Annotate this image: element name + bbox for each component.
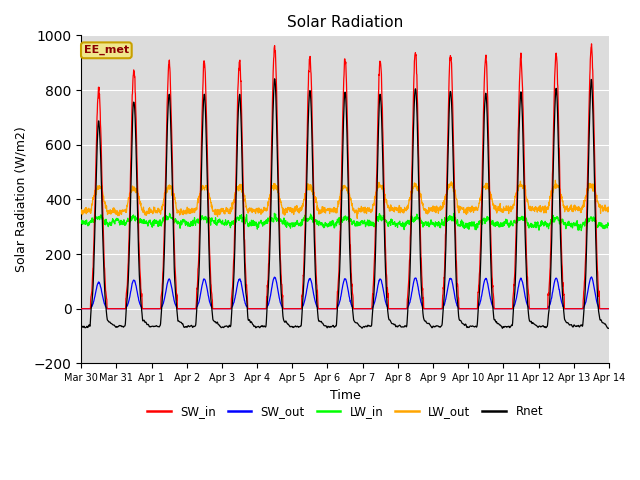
Text: EE_met: EE_met [84, 45, 129, 56]
Y-axis label: Solar Radiation (W/m2): Solar Radiation (W/m2) [15, 127, 28, 272]
X-axis label: Time: Time [330, 389, 360, 402]
Legend: SW_in, SW_out, LW_in, LW_out, Rnet: SW_in, SW_out, LW_in, LW_out, Rnet [142, 401, 548, 423]
Title: Solar Radiation: Solar Radiation [287, 15, 403, 30]
